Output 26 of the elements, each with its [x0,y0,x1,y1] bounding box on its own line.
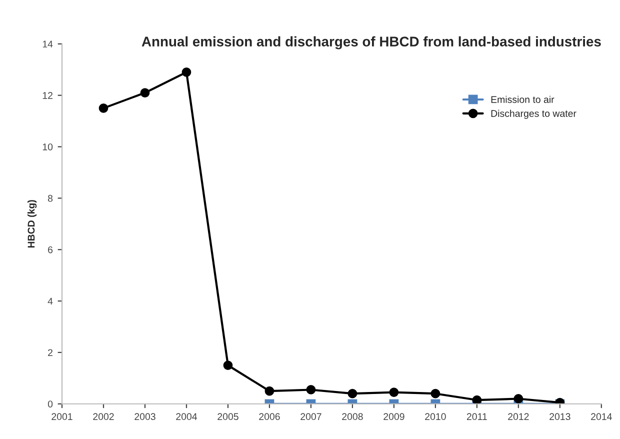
chart-title: Annual emission and discharges of HBCD from land-based industries [142,36,601,50]
y-tick-label: 8 [48,194,53,202]
x-tick-label: 2009 [384,413,404,420]
y-axis-title: HBCD (kg) [28,200,37,248]
x-tick-label: 2005 [218,413,238,420]
y-tick-label: 4 [48,298,53,305]
x-tick-label: 2012 [508,413,529,420]
y-tick-label: 2 [48,349,52,356]
x-tick-label: 2013 [550,413,570,420]
x-tick-label: 2010 [425,413,446,420]
x-tick-label: 2007 [300,413,322,420]
x-tick-label: 2003 [134,413,156,420]
x-tick-label: 2014 [591,413,612,420]
legend-label: Discharges to water [491,110,576,119]
x-tick-label: 2011 [466,413,487,420]
y-tick-label: 12 [42,92,52,99]
legend-label: Emission to air [491,96,554,103]
x-tick-label: 2006 [259,413,280,420]
y-tick-label: 10 [42,143,53,150]
y-tick-label: 6 [48,246,53,254]
y-tick-label: 0 [48,400,53,408]
x-tick-label: 2004 [176,413,198,420]
x-tick-label: 2002 [93,413,114,420]
x-tick-label: 2001 [52,413,72,420]
x-tick-label: 2008 [342,413,363,420]
y-tick-label: 14 [42,40,53,48]
